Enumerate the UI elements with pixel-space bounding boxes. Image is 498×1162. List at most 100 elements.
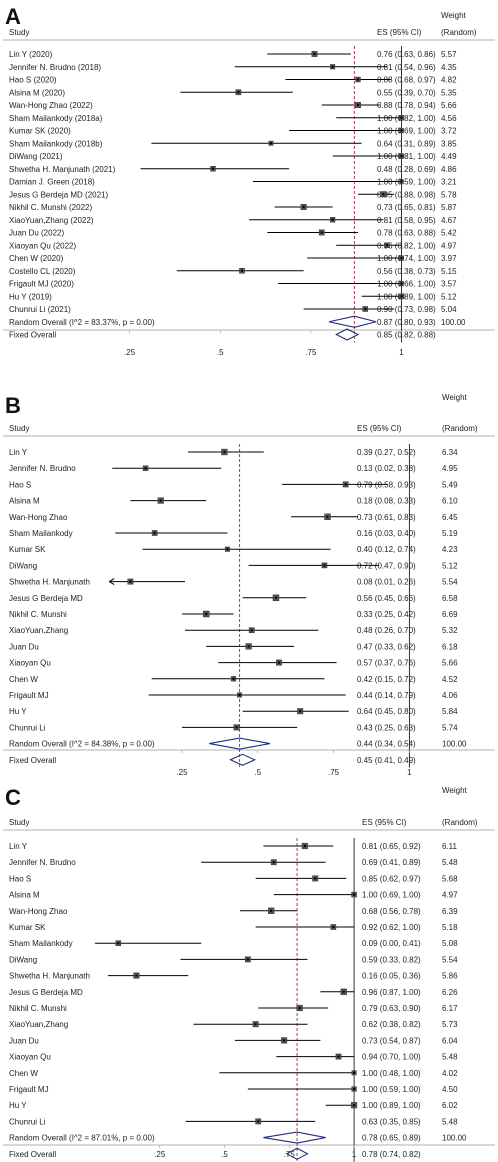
panel-b-point-dot — [250, 629, 253, 632]
panel-a-letter: A — [5, 4, 21, 29]
panel-b-overall-diamond — [229, 753, 257, 766]
panel-c-study-ci-text: 0.92 (0.62, 1.00) — [362, 923, 421, 932]
panel-a-point-dot — [313, 52, 316, 56]
panel-a-study-weight: 3.97 — [441, 254, 457, 263]
panel-a-study-weight: 5.35 — [441, 88, 457, 97]
panel-a-header-weight-sub: (Random) — [441, 28, 477, 37]
panel-a-point-dot — [400, 154, 403, 158]
panel-a-study-ci-text: 0.81 (0.58, 0.95) — [377, 216, 436, 225]
panel-a-study-ci-text: 0.78 (0.63, 0.88) — [377, 229, 436, 238]
panel-c-study-label: Alsina M — [9, 891, 40, 900]
panel-b-study-ci-text: 0.47 (0.33, 0.62) — [357, 642, 416, 651]
panel-a-point-dot — [356, 78, 360, 81]
panel-b-study-ci-text: 0.42 (0.15, 0.72) — [357, 675, 416, 684]
panel-a-xtick-label: .25 — [124, 348, 136, 357]
panel-b-xtick-label: .25 — [176, 768, 188, 777]
panel-b-study-weight: 5.32 — [442, 626, 458, 635]
panel-b-study-ci-text: 0.08 (0.01, 0.26) — [357, 578, 416, 587]
panel-a-study-label: DiWang (2021) — [9, 152, 63, 161]
panel-a-point-dot — [237, 91, 240, 94]
panel-a-study-label: Nikhil C. Munshi (2022) — [9, 203, 92, 212]
panel-c-study-label: XiaoYuan,Zhang — [9, 1020, 68, 1029]
panel-c-study-weight: 5.48 — [442, 1117, 458, 1126]
panel-c-study-weight: 6.17 — [442, 1004, 458, 1013]
panel-c-study-ci-text: 0.63 (0.35, 0.85) — [362, 1117, 421, 1126]
panel-a-study-label: Hu Y (2019) — [9, 292, 52, 301]
panel-a-point-dot — [211, 167, 215, 170]
panel-b-study-label: Shwetha H. Manjunath — [9, 578, 90, 587]
panel-c-overall-label: Fixed Overall — [9, 1150, 56, 1159]
panel-b-overall-diamond — [209, 737, 270, 750]
panel-a-point-dot — [364, 307, 367, 311]
panel-b-study-weight: 5.66 — [442, 659, 458, 668]
panel-c-study-weight: 5.73 — [442, 1020, 458, 1029]
panel-c-study-weight: 4.02 — [442, 1069, 458, 1078]
panel-a-study-weight: 5.04 — [441, 305, 457, 314]
panel-c-xtick-label: 1 — [352, 1150, 357, 1159]
panel-a-study-label: Alsina M (2020) — [9, 88, 65, 97]
panel-c-study-label: Chen W — [9, 1069, 38, 1078]
panel-b-study-weight: 5.54 — [442, 578, 458, 587]
panel-b-header-weight: Weight — [442, 393, 468, 402]
panel-b-xtick-label: .75 — [328, 768, 340, 777]
panel-c-point-dot — [337, 1055, 340, 1058]
panel-b-point-dot — [144, 467, 147, 470]
panel-b-study-label: Chen W — [9, 675, 38, 684]
panel-b-study-label: XiaoYuan,Zhang — [9, 626, 68, 635]
panel-c-point-dot — [269, 909, 273, 912]
panel-c-study-ci-text: 1.00 (0.59, 1.00) — [362, 1085, 421, 1094]
panel-a-header-es: ES (95% CI) — [377, 28, 422, 37]
panel-b-study-ci-text: 0.13 (0.02, 0.38) — [357, 464, 416, 473]
panel-b-header-study: Study — [9, 424, 29, 433]
panel-c-point-dot — [352, 1071, 356, 1075]
panel-b-point-dot — [277, 661, 281, 664]
panel-c-point-dot — [352, 893, 356, 896]
panel-a-study-ci-text: 0.55 (0.39, 0.70) — [377, 88, 436, 97]
panel-c-point-dot — [135, 974, 138, 977]
panel-c-study-label: Xiaoyan Qu — [9, 1053, 51, 1062]
panel-c-letter: C — [5, 785, 21, 810]
panel-b-overall-label: Random Overall (I^2 = 84.38%, p = 0.00) — [9, 740, 155, 749]
panel-b-study-label: Frigault MJ — [9, 691, 49, 700]
panel-a-study-ci-text: 1.00 (0.81, 1.00) — [377, 152, 436, 161]
panel-b-header-es: ES (95% CI) — [357, 424, 402, 433]
panel-b-study-label: Alsina M — [9, 497, 40, 506]
panel-b-study-weight: 5.19 — [442, 529, 458, 538]
panel-b-point-dot — [344, 483, 347, 486]
panel-b-study-weight: 6.69 — [442, 610, 458, 619]
panel-a-study-weight: 3.21 — [441, 178, 457, 187]
panel-b-point-dot — [274, 596, 278, 599]
panel-a-study-label: Xiaoyan Qu (2022) — [9, 241, 76, 250]
panel-b-header-weight-sub: (Random) — [442, 424, 478, 433]
panel-b-study-ci-text: 0.64 (0.45, 0.80) — [357, 707, 416, 716]
panel-c-point-dot — [282, 1039, 286, 1042]
panel-a-study-weight: 5.12 — [441, 292, 457, 301]
panel-c-overall-weight: 100.00 — [442, 1134, 467, 1143]
panel-c-study-ci-text: 0.68 (0.56, 0.78) — [362, 907, 421, 916]
panel-c-study-ci-text: 0.73 (0.54, 0.87) — [362, 1036, 421, 1045]
panel-b-study-ci-text: 0.43 (0.25, 0.63) — [357, 723, 416, 732]
panel-b-letter: B — [5, 393, 21, 418]
panel-a-study-label: Damian J. Green (2018) — [9, 178, 95, 187]
panel-c-study-label: Sham Mailankody — [9, 939, 73, 948]
panel-c-point-dot — [257, 1120, 260, 1123]
panel-c-study-ci-text: 1.00 (0.69, 1.00) — [362, 891, 421, 900]
panel-a-study-weight: 4.86 — [441, 165, 457, 174]
panel-b-ci-arrow — [108, 578, 115, 586]
panel-c-study-weight: 6.26 — [442, 988, 458, 997]
panel-b-study-weight: 6.58 — [442, 594, 458, 603]
panel-c-study-ci-text: 0.94 (0.70, 1.00) — [362, 1053, 421, 1062]
panel-b-point-dot — [223, 450, 226, 454]
panel-b-point-dot — [238, 693, 241, 697]
panel-c-study-weight: 5.68 — [442, 874, 458, 883]
panel-c-point-dot — [298, 1006, 301, 1010]
panel-a-study-weight: 4.97 — [441, 241, 457, 250]
panel-c-overall-diamond — [263, 1131, 326, 1144]
panel-a-study-weight: 5.57 — [441, 50, 457, 59]
panel-a-point-dot — [400, 256, 403, 260]
panel-b-study-ci-text: 0.40 (0.12, 0.74) — [357, 545, 416, 554]
panel-c-study-weight: 5.48 — [442, 1053, 458, 1062]
panel-b-study-ci-text: 0.48 (0.26, 0.70) — [357, 626, 416, 635]
panel-c-overall-diamond — [285, 1147, 309, 1160]
